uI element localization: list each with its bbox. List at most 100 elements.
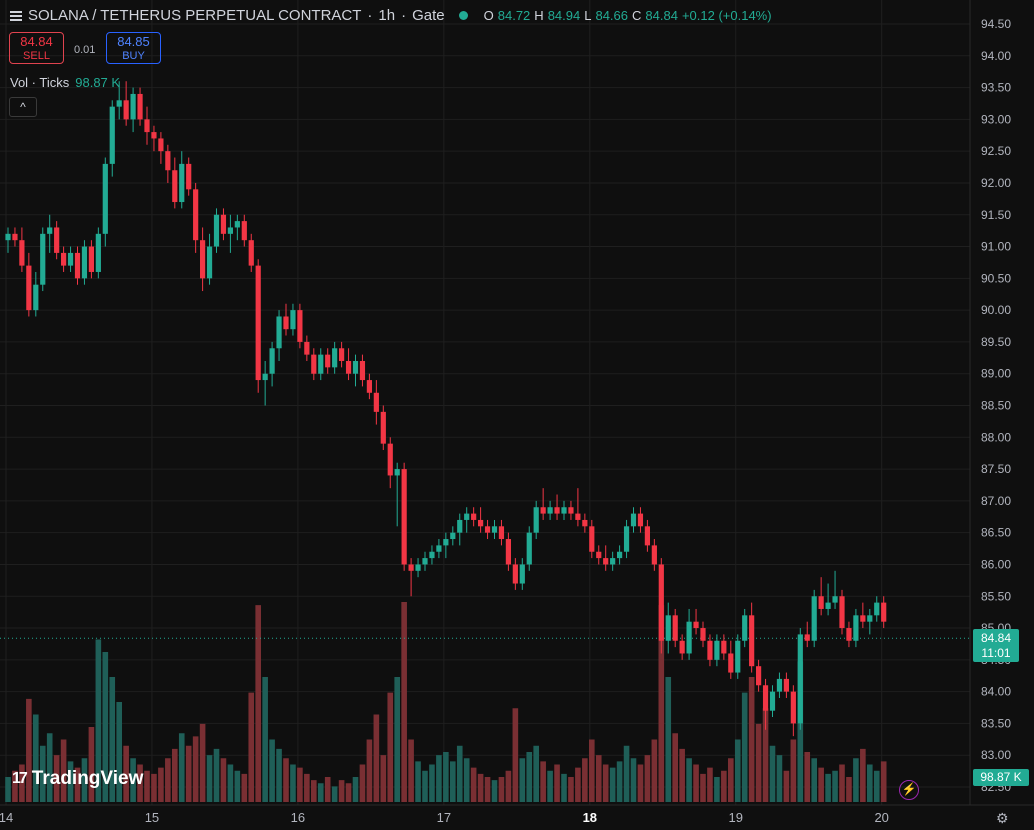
volume-bar [74, 767, 81, 802]
candle-body [804, 634, 810, 641]
candle-body [67, 252, 74, 266]
y-tick-label: 87.50 [981, 462, 1011, 476]
volume-bar [290, 764, 296, 802]
y-tick-label: 90.00 [981, 303, 1011, 317]
candle-body [658, 564, 664, 641]
candle-body [735, 640, 741, 673]
candle-body [443, 539, 449, 546]
volume-bar [644, 755, 651, 802]
candle-body [762, 685, 769, 711]
candle-body [867, 615, 873, 622]
candle-body [630, 513, 637, 527]
volume-bar [686, 758, 692, 802]
volume-bar [324, 777, 331, 802]
candle-body [853, 615, 859, 641]
candle-body [283, 316, 289, 330]
candle-body [158, 138, 164, 152]
candle-body [533, 507, 539, 533]
volume-bar [185, 745, 192, 802]
change-value: +0.12 (+0.14%) [681, 8, 772, 23]
settings-gear-icon[interactable]: ⚙ [996, 810, 1009, 826]
candle-body [568, 507, 574, 514]
candle-body [297, 310, 303, 342]
x-tick-label: 20 [874, 810, 888, 825]
volume-bar [721, 770, 727, 802]
y-tick-label: 86.50 [981, 526, 1011, 540]
candle-body [769, 691, 776, 711]
volume-bar [109, 677, 116, 802]
candle-body [151, 132, 157, 139]
candle-body [742, 615, 748, 641]
volume-bar [672, 733, 678, 802]
volume-bar [415, 761, 421, 802]
y-tick-label: 90.50 [981, 271, 1011, 285]
volume-bar [707, 767, 713, 802]
candle-body [651, 545, 657, 565]
volume-bar [192, 736, 199, 802]
volume-bar [630, 758, 637, 802]
candle-body [102, 163, 108, 234]
candle-body [693, 621, 699, 629]
sell-button[interactable]: 84.84 SELL [9, 32, 64, 64]
interval-label[interactable]: 1h [378, 7, 396, 24]
candle-body [471, 513, 477, 520]
candle-body [200, 240, 206, 279]
candle-body [422, 558, 428, 565]
volume-bar [213, 748, 220, 802]
volume-bar [734, 739, 741, 802]
volume-bar [422, 770, 428, 802]
candle-body [116, 100, 122, 107]
volume-bar [116, 702, 122, 802]
volume-bar [123, 745, 129, 802]
volume-bar [860, 748, 866, 802]
candle-body [797, 634, 803, 724]
volume-bar [429, 764, 435, 802]
hamburger-menu-icon[interactable] [10, 10, 22, 21]
volume-bar [380, 755, 387, 802]
collapse-legend-button[interactable]: ^ [9, 97, 37, 117]
candle-body [623, 526, 630, 552]
candle-body [457, 519, 463, 533]
candle-body [241, 221, 247, 241]
volume-bar [387, 692, 394, 802]
symbol-title[interactable]: SOLANA / TETHERUS PERPETUAL CONTRACT [28, 7, 362, 24]
tradingview-logo[interactable]: 17 TradingView [12, 768, 143, 790]
volume-bar [5, 777, 11, 802]
volume-bar [199, 723, 206, 802]
volume-bar [206, 755, 213, 802]
candle-body [415, 564, 421, 571]
volume-bar [679, 748, 685, 802]
volume-bar [60, 739, 67, 802]
candle-body [408, 564, 414, 571]
volume-bar [172, 748, 178, 802]
volume-bar [505, 770, 512, 802]
volume-bar [366, 739, 373, 802]
candle-body [304, 341, 310, 355]
candle-body [478, 519, 484, 527]
candle-body [213, 214, 220, 247]
volume-bar [359, 764, 366, 802]
x-tick-label: 17 [437, 810, 451, 825]
volume-legend: Vol · Ticks 98.87 K [10, 75, 120, 90]
candle-body [707, 640, 713, 660]
volume-bar [220, 758, 227, 802]
volume-bar [137, 764, 143, 802]
y-tick-label: 83.50 [981, 716, 1011, 730]
volume-bar [616, 761, 623, 802]
candle-body [874, 602, 880, 616]
candle-body [123, 100, 129, 120]
x-tick-label: 18 [583, 810, 597, 825]
volume-bar [338, 780, 345, 802]
y-tick-label: 83.00 [981, 748, 1011, 762]
volume-bar [623, 745, 630, 802]
candle-body [380, 411, 386, 444]
buy-button[interactable]: 84.85 BUY [106, 32, 161, 64]
candle-body [825, 602, 831, 609]
x-tick-label: 16 [291, 810, 305, 825]
ohlc-values: O 84.72 H 84.94 L 84.66 C 84.84 +0.12 (+0.14… [484, 8, 772, 23]
lightning-icon[interactable]: ⚡ [899, 780, 919, 800]
volume-bar [665, 677, 672, 802]
close-label: C [632, 8, 642, 23]
volume-bar [498, 777, 505, 802]
